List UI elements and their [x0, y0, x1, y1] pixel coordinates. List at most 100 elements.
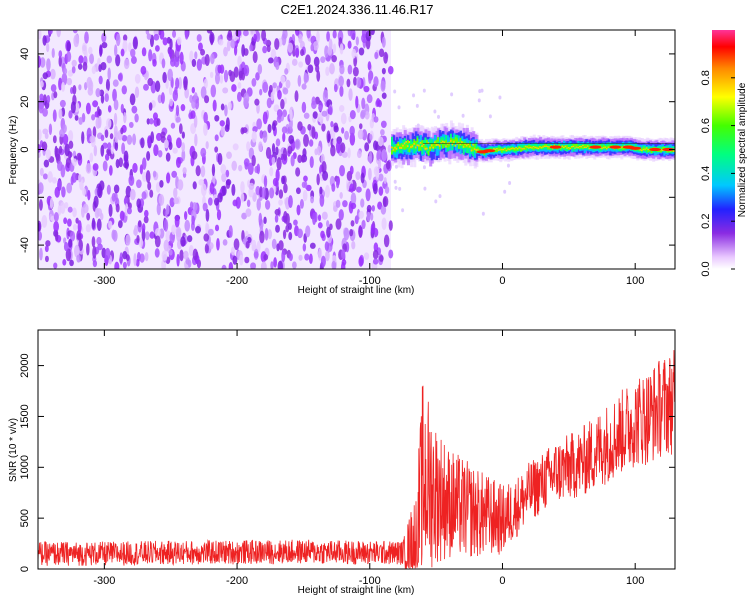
ridge-cell — [469, 143, 472, 157]
noise-blob — [201, 183, 207, 197]
noise-blob — [360, 172, 365, 184]
ridge-cell — [512, 147, 514, 149]
noise-blob — [300, 48, 305, 57]
noise-blob — [85, 162, 92, 174]
noise-blob — [113, 184, 120, 194]
noise-blob — [381, 149, 388, 161]
noise-blob — [235, 196, 241, 209]
noise-blob — [214, 224, 220, 232]
noise-blob — [356, 186, 362, 193]
ridge-cell — [430, 144, 433, 147]
noise-blob — [256, 198, 261, 211]
noise-blob — [350, 192, 357, 206]
noise-blob — [86, 212, 91, 221]
noise-blob — [99, 44, 103, 57]
snr-series — [38, 350, 675, 569]
noise-blob — [167, 68, 173, 82]
noise-blob — [371, 205, 375, 212]
noise-blob — [163, 139, 169, 149]
noise-blob — [205, 208, 210, 222]
noise-blob — [93, 145, 98, 157]
ridge-cell — [408, 141, 411, 150]
snr-background — [38, 330, 675, 569]
noise-blob — [48, 30, 53, 35]
noise-blob — [44, 255, 49, 263]
noise-blob — [378, 48, 385, 58]
ridge-cell — [446, 135, 449, 149]
noise-blob — [39, 93, 44, 101]
noise-blob — [55, 147, 60, 161]
noise-blob — [275, 61, 280, 71]
snr-y-axis-label: SNR (10 * v/v) — [8, 418, 19, 482]
noise-blob — [149, 118, 154, 125]
noise-blob — [66, 41, 71, 52]
ridge-cell — [392, 148, 395, 151]
noise-speck — [393, 89, 397, 94]
noise-blob — [340, 142, 346, 154]
noise-blob — [72, 84, 77, 95]
noise-blob — [255, 185, 261, 196]
colorbar-tick-label: 0.6 — [700, 118, 712, 133]
ridge-cell — [539, 146, 541, 148]
noise-blob — [256, 163, 261, 175]
noise-blob — [195, 165, 201, 177]
noise-blob — [320, 230, 325, 239]
noise-blob — [200, 165, 206, 178]
noise-blob — [93, 195, 99, 208]
noise-blob — [274, 38, 280, 50]
noise-blob — [227, 101, 232, 111]
ridge-cell — [496, 148, 498, 150]
ridge-peak — [549, 145, 562, 149]
noise-blob — [366, 204, 372, 213]
noise-blob — [173, 197, 180, 205]
noise-blob — [210, 84, 217, 98]
noise-blob — [297, 154, 303, 164]
noise-blob — [277, 89, 282, 100]
noise-blob — [271, 122, 276, 131]
noise-blob — [353, 76, 357, 86]
noise-blob — [114, 131, 119, 143]
noise-blob — [341, 249, 346, 260]
ridge-cell — [607, 142, 610, 148]
ridge-cell — [529, 145, 532, 149]
ridge-cell — [398, 144, 401, 149]
noise-blob — [303, 133, 309, 147]
ridge-cell — [441, 143, 444, 149]
noise-blob — [70, 175, 74, 186]
noise-speck — [481, 211, 485, 216]
noise-blob — [169, 197, 175, 208]
noise-blob — [58, 55, 62, 67]
noise-blob — [233, 66, 239, 78]
ridge-cell — [567, 143, 570, 149]
colorbar-tick-label: 0.2 — [700, 214, 712, 229]
noise-blob — [77, 173, 82, 183]
noise-blob — [278, 199, 283, 206]
noise-blob — [117, 220, 123, 229]
noise-speck — [393, 179, 397, 184]
noise-blob — [157, 150, 163, 158]
noise-blob — [92, 245, 97, 259]
noise-blob — [51, 48, 55, 59]
noise-blob — [260, 261, 267, 269]
noise-blob — [121, 85, 127, 95]
noise-blob — [141, 191, 147, 200]
noise-blob — [270, 91, 275, 101]
noise-blob — [282, 87, 289, 95]
noise-blob — [241, 44, 246, 57]
noise-blob — [92, 163, 99, 171]
noise-blob — [299, 199, 304, 209]
ridge-cell — [521, 148, 524, 150]
ridge-cell — [542, 144, 545, 148]
noise-blob — [322, 170, 329, 181]
noise-blob — [301, 154, 305, 163]
noise-blob — [58, 108, 63, 120]
noise-blob — [212, 99, 217, 112]
ridge-cell — [395, 143, 398, 149]
noise-blob — [316, 70, 321, 82]
ridge-cell — [437, 137, 439, 142]
ridge-cell — [515, 147, 518, 151]
noise-blob — [316, 145, 322, 156]
ridge-cell — [535, 147, 538, 149]
noise-blob — [245, 240, 250, 249]
noise-blob — [381, 36, 386, 48]
